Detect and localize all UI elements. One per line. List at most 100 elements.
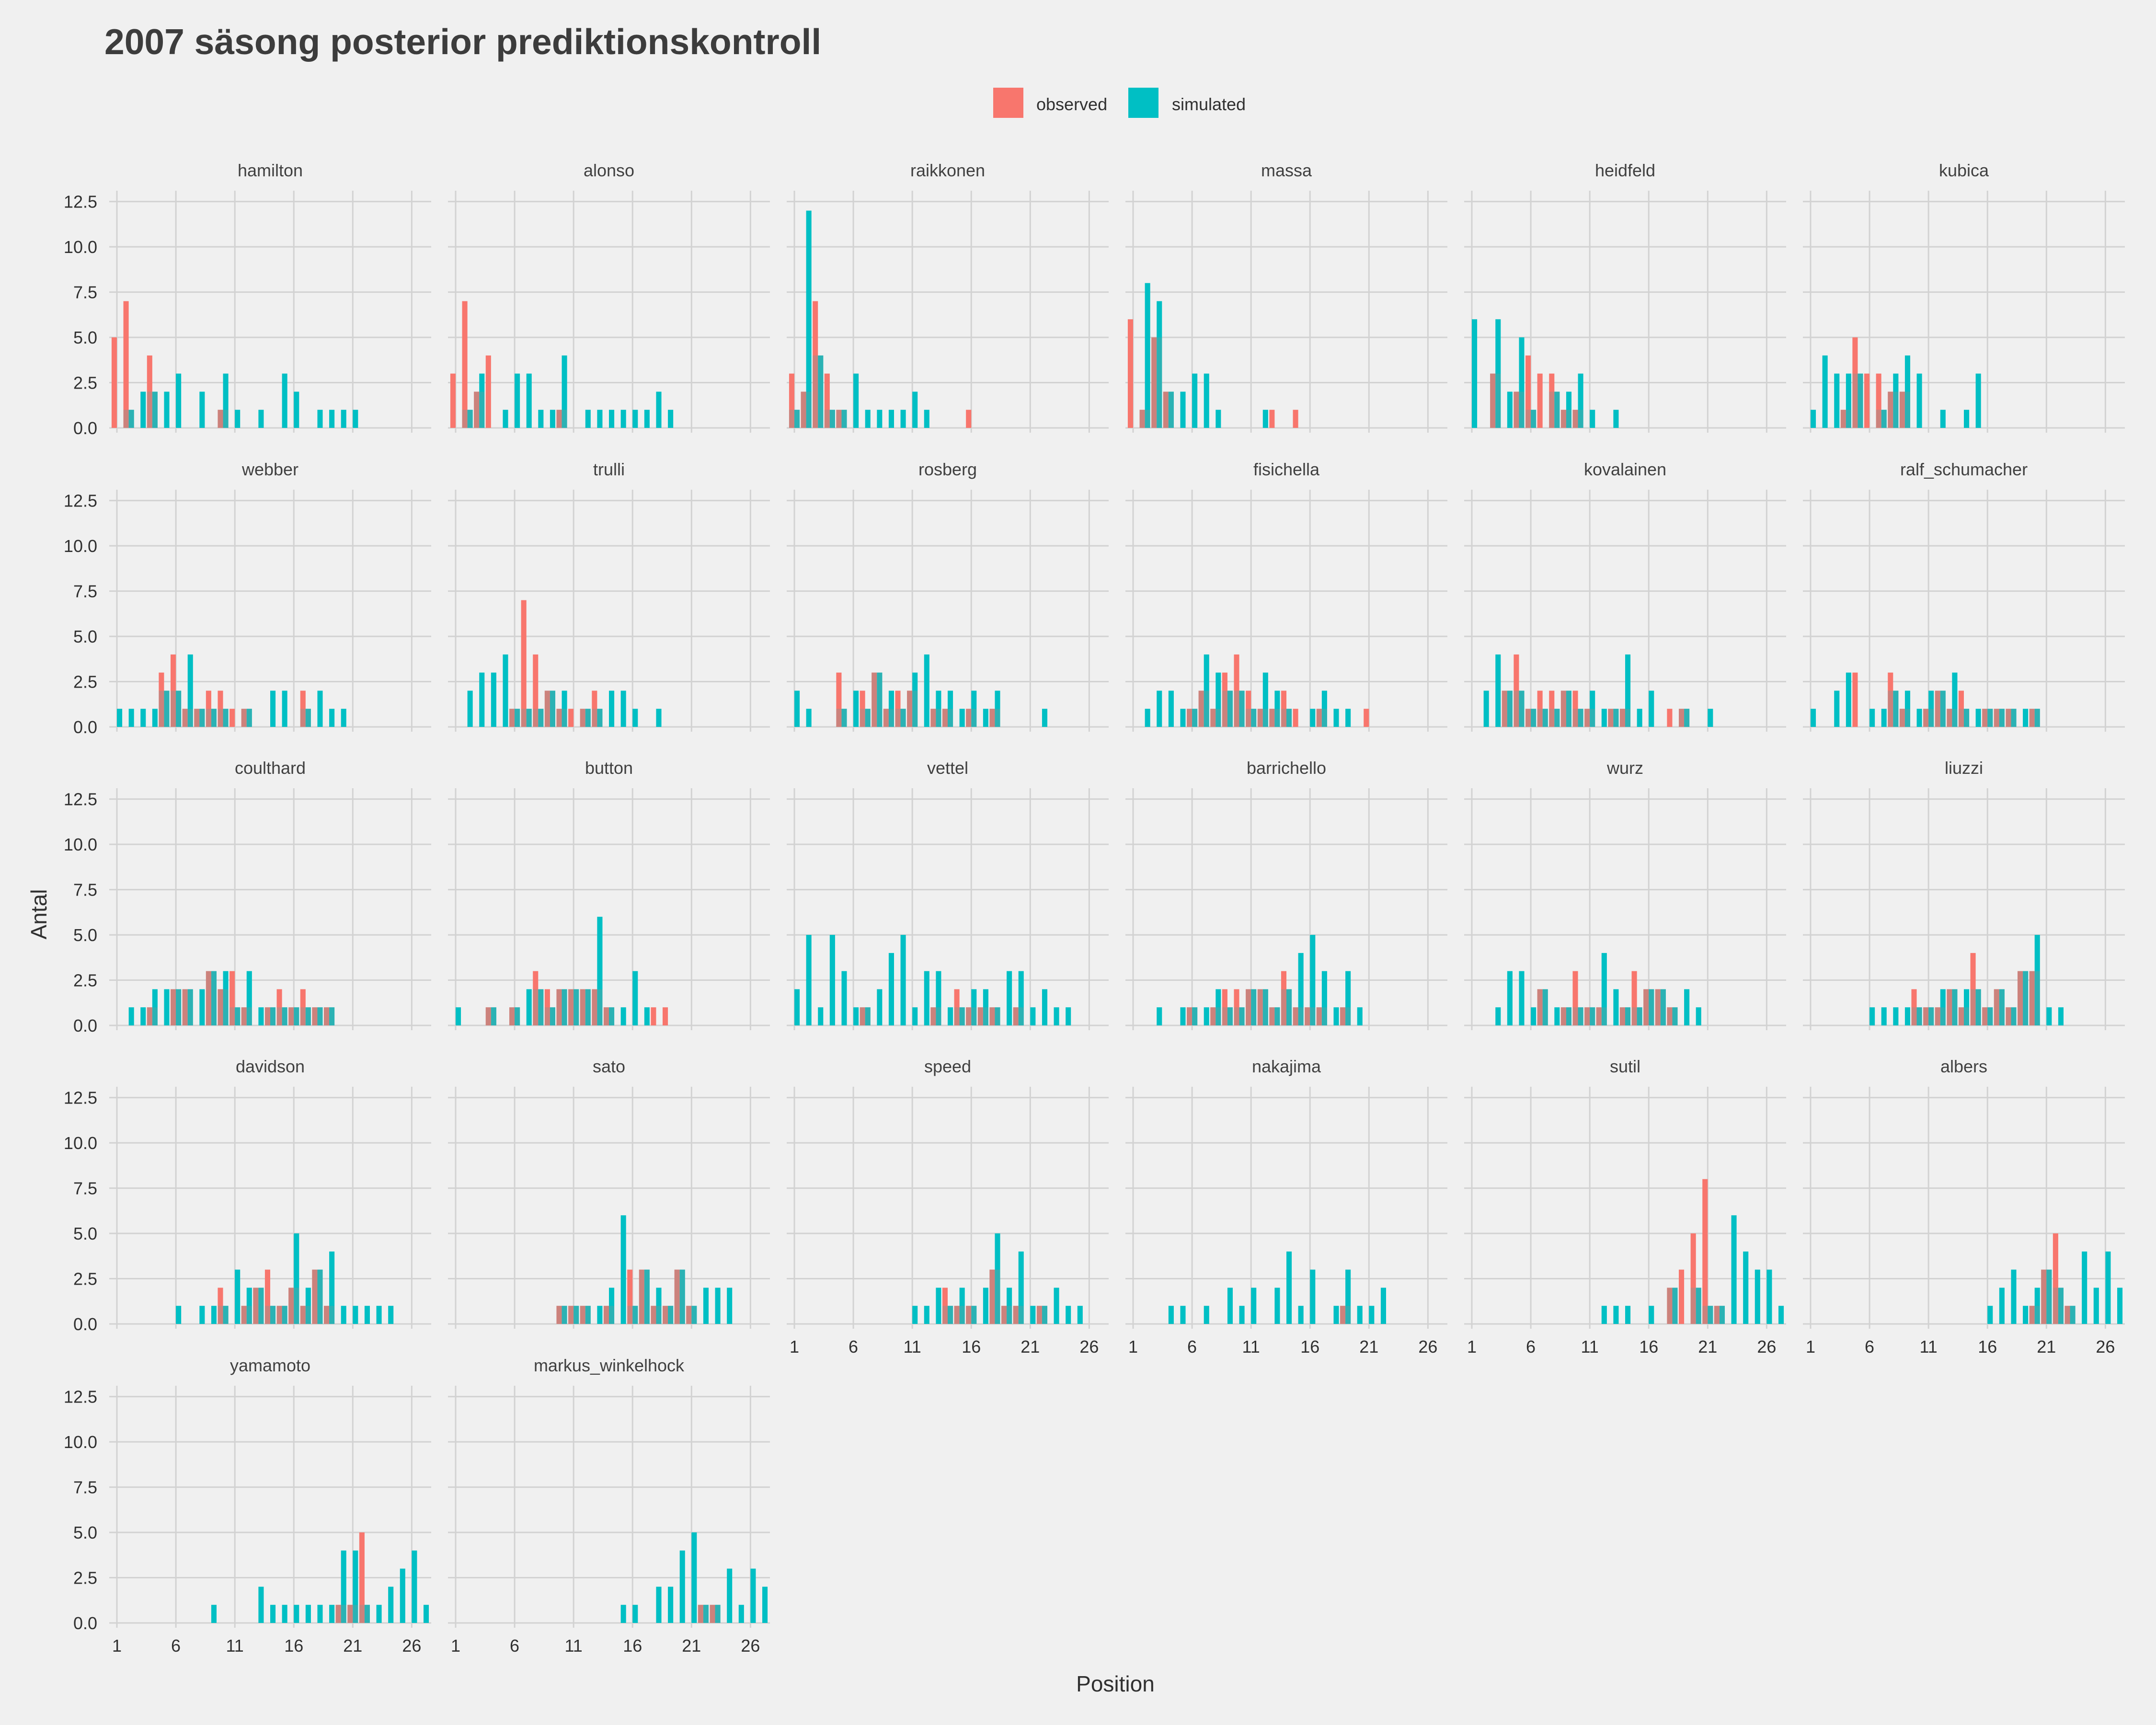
bar-simulated-webber-pos-19 [329,709,335,727]
bar-simulated-yamamoto-pos-15 [282,1605,287,1623]
bar-overlap-wurz-pos-11 [1584,1007,1595,1025]
bar-observed-ralf_schumacher-pos-11 [1923,709,1929,727]
bar-overlap-heidfeld-pos-9 [1560,410,1571,428]
bar-observed-speed-pos-14 [942,1288,948,1324]
bar-overlap-coulthard-pos-15 [276,1007,287,1025]
bar-observed-button-pos-13 [592,989,597,1025]
bar-observed-massa-pos-15 [1293,410,1298,428]
bar-observed-ralf_schumacher-pos-8 [1888,672,1893,727]
bar-observed-barrichello-pos-13 [1269,1007,1275,1025]
x-tick-label: 11 [564,1636,582,1656]
bar-simulated-speed-pos-22 [1042,1306,1047,1324]
bar-overlap-barrichello-pos-12 [1257,989,1268,1025]
bar-simulated-coulthard-pos-15 [282,1007,287,1025]
bar-simulated-trulli-pos-6 [515,709,520,727]
bar-simulated-hamilton-pos-21 [353,410,358,428]
panel-ralf_schumacher: ralf_schumacher [1803,460,2125,732]
panel-davidson: davidson 0.0 2.5 5.0 7.5 10.0 12.5 [64,1057,431,1334]
bar-overlap-trulli-pos-12 [580,709,591,727]
bar-observed-liuzzi-pos-11 [1923,1007,1929,1025]
bar-simulated-vettel-pos-24 [1066,1007,1071,1025]
bar-overlap-yamamoto-pos-20 [335,1605,346,1623]
bar-simulated-sutil-pos-13 [1613,1306,1619,1324]
bar-simulated-vettel-pos-18 [995,1007,1000,1025]
bar-observed-rosberg-pos-8 [872,672,877,727]
bar-simulated-coulthard-pos-18 [317,1007,323,1025]
bar-observed-sato-pos-18 [651,1306,656,1324]
bar-simulated-vettel-pos-13 [936,971,941,1025]
bar-overlap-raikkonen-pos-3 [813,355,824,428]
bar-observed-alonso-pos-4 [485,355,491,428]
bar-simulated-albers-pos-27 [2117,1288,2123,1324]
bar-overlap-webber-pos-5 [159,690,170,727]
bar-observed-ralf_schumacher-pos-14 [1958,690,1964,727]
bar-simulated-hamilton-pos-4 [152,391,158,428]
bar-overlap-button-pos-12 [580,989,591,1025]
bar-overlap-wurz-pos-14 [1619,1007,1631,1025]
bar-overlap-hamilton-pos-4 [147,391,158,428]
bar-simulated-button-pos-8 [538,989,544,1025]
bar-simulated-massa-pos-7 [1204,373,1209,428]
y-tick-label: 12.5 [64,1387,97,1407]
bar-simulated-speed-pos-11 [912,1306,918,1324]
bar-simulated-coulthard-pos-11 [235,1007,241,1025]
x-tick-label: 21 [2037,1337,2056,1357]
bar-observed-button-pos-18 [651,1007,656,1025]
bar-overlap-rosberg-pos-5 [836,709,847,727]
x-tick-label: 16 [1639,1337,1658,1357]
bar-simulated-kubica-pos-4 [1846,373,1851,428]
bar-simulated-sato-pos-21 [691,1306,697,1324]
bar-observed-liuzzi-pos-16 [1982,1007,1988,1025]
bar-overlap-wurz-pos-9 [1560,1007,1571,1025]
bar-overlap-rosberg-pos-13 [930,709,941,727]
bar-observed-speed-pos-15 [954,1306,960,1324]
bar-overlap-sato-pos-10 [556,1306,567,1324]
bar-simulated-markus_winkelhock-pos-20 [679,1550,685,1623]
bar-observed-button-pos-6 [509,1007,515,1025]
bar-overlap-fisichella-pos-6 [1187,709,1198,727]
bar-observed-kubica-pos-8 [1888,391,1893,428]
bar-simulated-kovalainen-pos-7 [1542,709,1548,727]
bar-simulated-coulthard-pos-2 [128,1007,134,1025]
strip-label-yamamoto: yamamoto [230,1356,310,1375]
bar-simulated-kovalainen-pos-11 [1590,690,1595,727]
bar-overlap-kovalainen-pos-11 [1584,709,1595,727]
bar-simulated-albers-pos-23 [2070,1306,2076,1324]
x-tick-label: 16 [962,1337,981,1357]
bar-simulated-heidfeld-pos-1 [1472,319,1478,428]
bar-simulated-hamilton-pos-15 [282,373,287,428]
bar-overlap-albers-pos-21 [2041,1269,2052,1324]
x-tick-label: 1 [1128,1337,1138,1357]
x-tick-label: 26 [741,1636,760,1656]
bar-observed-heidfeld-pos-8 [1549,373,1555,428]
bar-simulated-barrichello-pos-17 [1321,971,1327,1025]
bar-observed-wurz-pos-16 [1643,989,1649,1025]
bar-observed-kubica-pos-7 [1876,373,1881,428]
bar-overlap-kubica-pos-8 [1888,391,1899,428]
bar-observed-raikkonen-pos-5 [836,410,842,428]
bar-simulated-markus_winkelhock-pos-26 [750,1568,756,1623]
bar-simulated-vettel-pos-10 [900,935,906,1025]
bar-simulated-sutil-pos-27 [1778,1306,1784,1324]
x-tick-label: 6 [1187,1337,1197,1357]
x-tick-label: 11 [1242,1337,1260,1357]
bar-simulated-alonso-pos-13 [597,410,603,428]
bar-simulated-barrichello-pos-13 [1274,1007,1280,1025]
bar-simulated-raikkonen-pos-8 [877,410,883,428]
bar-observed-fisichella-pos-21 [1364,709,1369,727]
legend-label-observed: observed [1036,94,1107,114]
bar-simulated-raikkonen-pos-7 [865,410,871,428]
bar-observed-wurz-pos-9 [1560,1007,1566,1025]
bar-observed-davidson-pos-13 [253,1288,259,1324]
bar-overlap-alonso-pos-10 [556,410,567,428]
bar-simulated-fisichella-pos-12 [1262,672,1268,727]
bar-simulated-liuzzi-pos-22 [2058,1007,2064,1025]
bar-simulated-heidfeld-pos-8 [1554,391,1560,428]
strip-label-fisichella: fisichella [1253,460,1320,479]
bar-overlap-liuzzi-pos-12 [1935,1007,1946,1025]
bar-observed-kovalainen-pos-19 [1679,709,1685,727]
bar-simulated-webber-pos-1 [117,709,123,727]
